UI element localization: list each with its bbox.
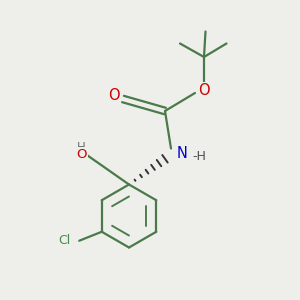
- Text: O: O: [108, 88, 120, 104]
- Text: O: O: [76, 148, 87, 161]
- Text: -H: -H: [193, 149, 206, 163]
- Text: O: O: [198, 83, 210, 98]
- Text: H: H: [77, 141, 86, 154]
- Text: Cl: Cl: [58, 234, 71, 247]
- Text: N: N: [176, 146, 187, 160]
